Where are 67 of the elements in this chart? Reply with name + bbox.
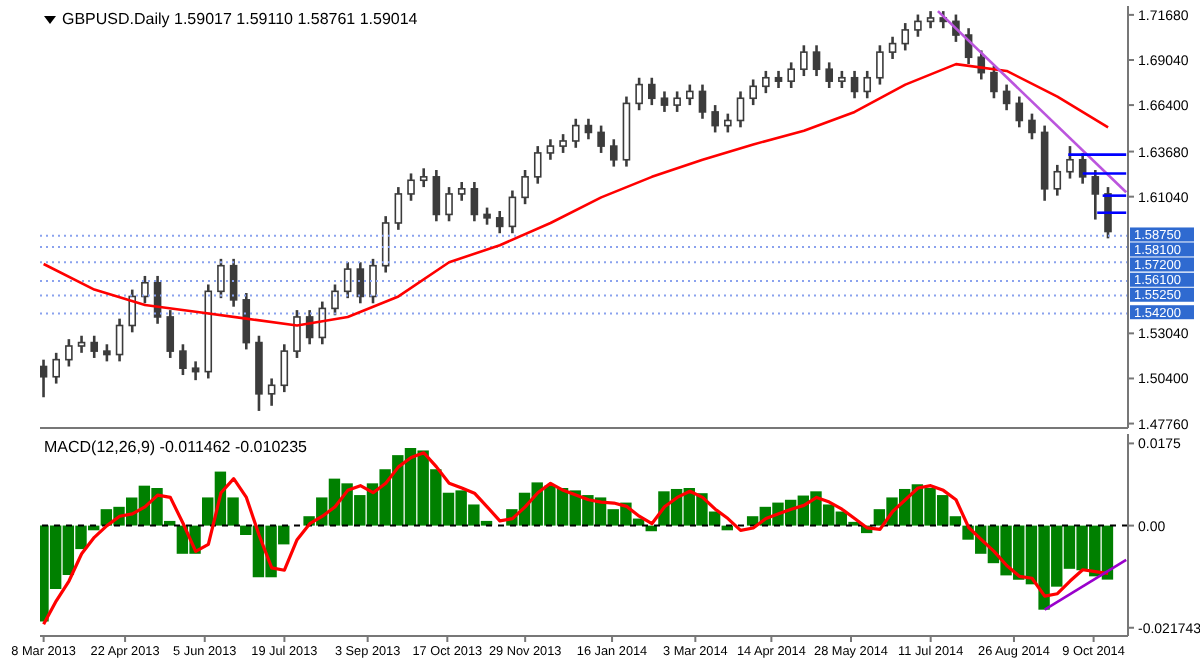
candlestick	[876, 44, 884, 86]
candlestick	[673, 90, 681, 114]
candlestick	[141, 274, 149, 305]
candlestick	[812, 44, 821, 78]
candlestick	[293, 308, 301, 360]
candlestick	[990, 64, 998, 100]
candlestick	[343, 260, 352, 300]
candlestick	[749, 78, 757, 107]
candlestick	[1053, 163, 1062, 197]
candlestick	[533, 144, 542, 185]
candlestick	[863, 69, 872, 100]
candlestick	[115, 317, 124, 363]
chart-title: GBPUSD.Daily 1.59017 1.59110 1.58761 1.59014	[62, 10, 418, 28]
candlestick	[1002, 83, 1011, 112]
candlestick	[1091, 168, 1100, 221]
candlestick	[546, 137, 555, 162]
candlestick	[686, 83, 694, 107]
candlestick	[660, 90, 669, 114]
candlestick	[457, 180, 466, 203]
candlestick	[888, 35, 897, 61]
candlestick	[369, 257, 377, 305]
candlestick	[571, 117, 580, 150]
candlestick	[787, 61, 795, 90]
candlestick	[179, 342, 187, 377]
candlestick	[242, 291, 251, 351]
candlestick	[736, 90, 745, 129]
candlestick	[559, 132, 567, 155]
candlestick	[850, 69, 859, 100]
candlestick	[698, 83, 707, 121]
chart-title: MACD(12,26,9) -0.011462 -0.010235	[44, 438, 307, 456]
candlestick	[128, 288, 137, 334]
candlestick	[331, 283, 339, 317]
candlestick	[1015, 95, 1024, 129]
candlestick	[280, 342, 289, 394]
candlestick	[825, 61, 834, 90]
candlestick	[191, 360, 200, 382]
candlestick	[724, 112, 732, 134]
candlestick	[90, 334, 99, 360]
candlestick	[495, 209, 504, 235]
candlestick	[508, 189, 517, 235]
candlestick	[609, 137, 618, 168]
candlestick	[394, 185, 403, 232]
candlestick	[356, 260, 365, 305]
candlestick	[267, 377, 276, 408]
candlestick	[901, 21, 910, 52]
candlestick	[762, 69, 770, 95]
candlestick	[432, 168, 441, 223]
candlestick	[217, 257, 225, 300]
candlestick	[635, 76, 643, 112]
candlestick	[597, 124, 605, 155]
candlestick	[1066, 144, 1074, 180]
candlestick	[65, 337, 73, 368]
candlestick	[711, 103, 719, 134]
candlestick	[800, 44, 808, 78]
candlestick	[445, 185, 453, 223]
candlestick	[1028, 112, 1036, 141]
candlestick	[470, 180, 479, 223]
candlestick	[407, 172, 415, 203]
candlestick	[40, 358, 48, 399]
candlestick	[52, 351, 60, 385]
candlestick	[914, 13, 922, 39]
candlestick	[648, 76, 656, 107]
candlestick	[229, 257, 238, 308]
candlestick	[521, 168, 529, 206]
candlestick	[584, 117, 593, 141]
candlestick	[419, 167, 428, 189]
candlestick	[166, 308, 175, 360]
